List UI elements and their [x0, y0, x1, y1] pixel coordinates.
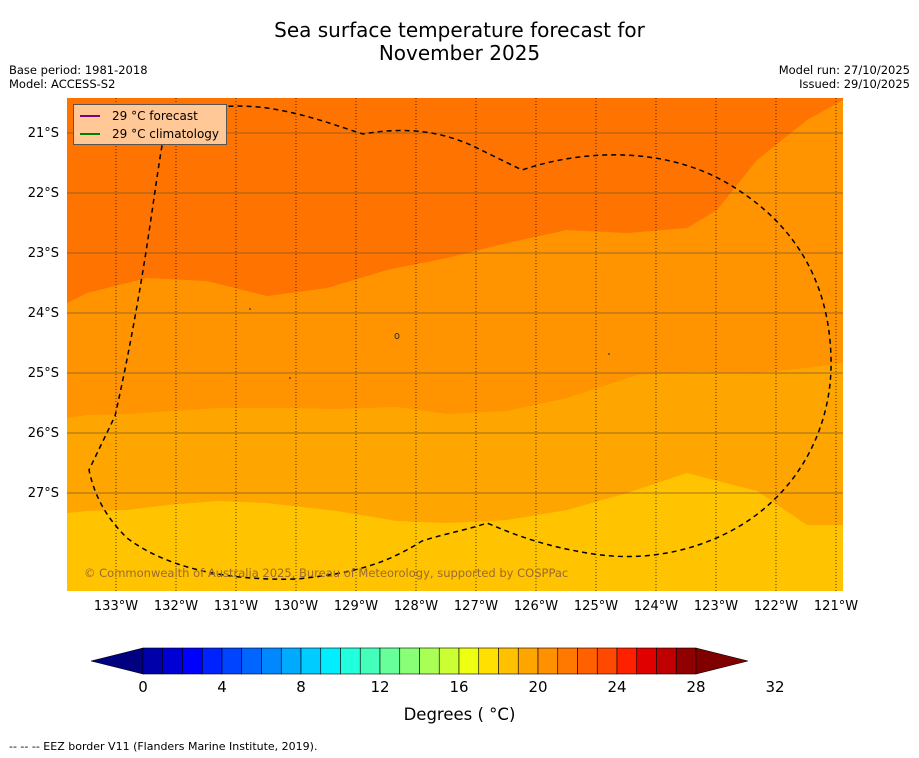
colorbar-segment [636, 647, 657, 675]
eez-footnote: -- -- -- EEZ border V11 (Flanders Marine… [9, 740, 318, 753]
forecast-label: 29 °C forecast [112, 109, 198, 123]
island-2 [249, 308, 251, 310]
colorbar-segment [596, 647, 618, 675]
model-name: Model: ACCESS-S2 [9, 77, 116, 91]
colorbar-tick: 8 [296, 678, 306, 696]
colorbar-segment [419, 647, 440, 675]
colorbar-segment [359, 647, 381, 675]
lon-label: 130°W [273, 599, 319, 614]
colorbar-segment [478, 647, 499, 675]
colorbar-segment [656, 647, 677, 675]
colorbar-segment [517, 647, 539, 675]
lon-label: 128°W [393, 599, 439, 614]
colorbar-tick: 28 [686, 678, 706, 696]
issued-date: Issued: 29/10/2025 [799, 77, 910, 91]
lon-label: 129°W [333, 599, 379, 614]
colorbar-arrow-high [695, 647, 749, 675]
copyright-note: © Commonwealth of Australia 2025, Bureau… [84, 566, 569, 580]
colorbar-segment [379, 647, 401, 675]
forecast-swatch [80, 115, 100, 117]
colorbar-segment [300, 647, 322, 675]
colorbar [90, 647, 749, 675]
colorbar-segment [280, 647, 302, 675]
lon-label: 131°W [213, 599, 259, 614]
colorbar-segment [616, 647, 638, 675]
colorbar-tick: 20 [528, 678, 548, 696]
colorbar-tick: 4 [217, 678, 227, 696]
longitude-gridlines [115, 98, 837, 591]
lon-label: 123°W [693, 599, 739, 614]
colorbar-label: Degrees ( °C) [403, 705, 516, 724]
island-1 [394, 333, 400, 339]
colorbar-segment [221, 647, 243, 675]
legend-climatology: 29 °C climatology [80, 126, 219, 142]
lat-label: 25°S [27, 366, 59, 381]
colorbar-segment [320, 647, 341, 675]
lon-label: 126°W [513, 599, 559, 614]
climatology-swatch [80, 133, 100, 135]
model-run: Model run: 27/10/2025 [778, 63, 910, 77]
lat-label: 27°S [27, 486, 59, 501]
island-4 [608, 353, 610, 355]
island-3 [289, 377, 291, 379]
colorbar-segment [675, 647, 697, 675]
lon-label: 121°W [813, 599, 859, 614]
colorbar-segment [182, 647, 203, 675]
colorbar-tick: 24 [607, 678, 627, 696]
lon-label: 122°W [753, 599, 799, 614]
colorbar-segment [261, 647, 282, 675]
colorbar-segment [458, 647, 480, 675]
colorbar-arrow-low [90, 647, 144, 675]
lon-label: 132°W [153, 599, 199, 614]
colorbar-segment [537, 647, 559, 675]
colorbar-segment [557, 647, 578, 675]
lon-label: 125°W [573, 599, 619, 614]
map-title: Sea surface temperature forecast for Nov… [0, 19, 919, 65]
legend-forecast: 29 °C forecast [80, 108, 198, 124]
lat-label: 22°S [27, 186, 59, 201]
title-line-1: Sea surface temperature forecast for [274, 18, 645, 42]
lat-label: 24°S [27, 306, 59, 321]
lon-label: 127°W [453, 599, 499, 614]
sst-map [67, 98, 843, 591]
colorbar-segment [162, 647, 183, 675]
lon-label: 124°W [633, 599, 679, 614]
islands [249, 308, 610, 379]
colorbar-segment [142, 647, 164, 675]
lat-label: 23°S [27, 246, 59, 261]
map-legend: 29 °C forecast 29 °C climatology [73, 104, 227, 145]
colorbar-segment [201, 647, 223, 675]
colorbar-tick: 12 [370, 678, 390, 696]
colorbar-tick: 32 [765, 678, 785, 696]
title-line-2: November 2025 [378, 41, 541, 65]
lat-label: 21°S [27, 126, 59, 141]
colorbar-segment [498, 647, 519, 675]
lat-label: 26°S [27, 426, 59, 441]
colorbar-segment [399, 647, 420, 675]
base-period: Base period: 1981-2018 [9, 63, 148, 77]
climatology-label: 29 °C climatology [112, 127, 220, 141]
colorbar-segment [340, 647, 361, 675]
lon-label: 133°W [93, 599, 139, 614]
colorbar-segment [241, 647, 262, 675]
colorbar-tick: 16 [449, 678, 469, 696]
latitude-gridlines [67, 132, 843, 494]
band-29-30 [67, 98, 843, 303]
colorbar-segment [577, 647, 598, 675]
colorbar-tick: 0 [138, 678, 148, 696]
colorbar-segment [438, 647, 460, 675]
